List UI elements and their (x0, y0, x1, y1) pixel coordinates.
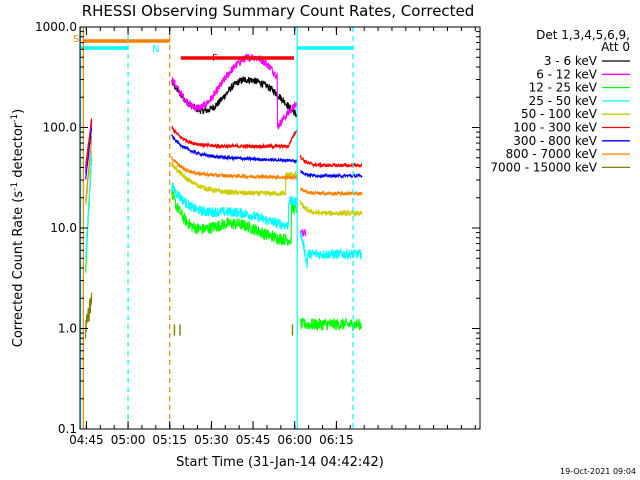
legend-label: 300 - 800 keV (513, 134, 597, 148)
series-line (171, 53, 298, 130)
series-line (299, 169, 363, 179)
series-line (299, 229, 307, 237)
series-line (171, 156, 298, 182)
y-tick-label: 1000.0 (35, 20, 77, 34)
y-axis-label-sup1: -1 (10, 182, 20, 191)
timestamp: 19-Oct-2021 09:04 (560, 467, 636, 476)
x-tick-label: 05:15 (152, 433, 187, 447)
x-tick-label: 05:30 (194, 433, 229, 447)
flag-label: S (73, 34, 79, 45)
series-line (299, 187, 363, 198)
flag-label: N (152, 44, 159, 55)
y-tick-label: 0.1 (58, 422, 77, 436)
series-line (85, 118, 93, 166)
x-tick-label: 06:15 (319, 433, 354, 447)
y-axis-label-sup2: -1 (10, 114, 20, 123)
series-line (299, 231, 363, 269)
series-line (171, 189, 298, 246)
series-line (171, 182, 298, 230)
y-axis-label-end: ) (11, 109, 26, 114)
flag-label: F (212, 53, 218, 64)
data-layer (85, 53, 363, 339)
x-tick-label: 06:00 (277, 433, 312, 447)
y-axis-label-mid: detector (11, 122, 26, 182)
legend-header-2: Att 0 (601, 40, 630, 54)
y-tick-label: 10.0 (50, 221, 77, 235)
legend-label: 6 - 12 keV (536, 67, 598, 81)
y-tick-label: 100.0 (43, 121, 77, 135)
series-line (85, 151, 92, 261)
legend-label: 100 - 300 keV (513, 121, 597, 135)
x-tick-label: 05:45 (236, 433, 271, 447)
legend-label: 50 - 100 keV (521, 107, 598, 121)
series-line (85, 128, 93, 180)
legend-header-1: Det 1,3,4,5,6,9, (536, 28, 630, 42)
y-tick-label: 1.0 (58, 322, 77, 336)
legend-label: 7000 - 15000 keV (490, 160, 597, 174)
legend-label: 800 - 7000 keV (506, 147, 598, 161)
chart-title: RHESSI Observing Summary Count Rates, Co… (82, 2, 475, 20)
axis-layer: 0.1 1.0 10.0 100.0 1000.0 04:45 05:00 05:15 05:3… (35, 20, 480, 447)
series-line (299, 317, 363, 332)
x-axis-label: Start Time (31-Jan-14 04:42:42) (176, 455, 384, 470)
series-line (299, 199, 363, 218)
legend-label: 3 - 6 keV (544, 54, 598, 68)
y-axis-label: Corrected Count Rate (s-1 detector-1) (10, 109, 26, 347)
series-line (171, 124, 298, 150)
flag-layer: S N F (73, 34, 354, 64)
x-tick-label: 05:00 (111, 433, 146, 447)
legend-label: 25 - 50 keV (529, 94, 598, 108)
series-line (171, 133, 298, 165)
series-line (85, 135, 93, 202)
legend-label: 12 - 25 keV (529, 81, 598, 95)
series-line (85, 292, 93, 339)
series-line (171, 161, 298, 197)
x-tick-label: 04:45 (69, 433, 104, 447)
series-line (299, 154, 363, 169)
